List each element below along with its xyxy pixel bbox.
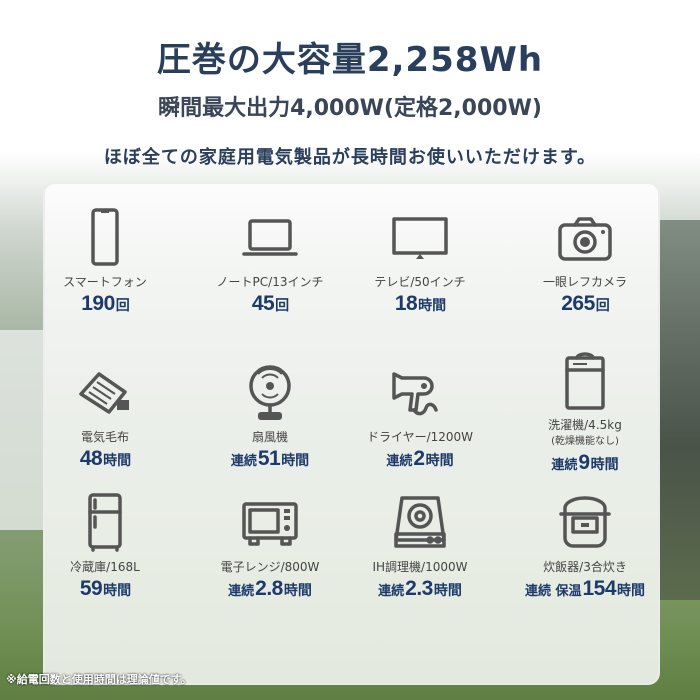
runtime-value: 連続9時間 xyxy=(505,451,665,475)
runtime-number: 190 xyxy=(81,292,115,315)
runtime-value: 連続 保温154時間 xyxy=(505,577,665,601)
appliance-item: テレビ/50インチ 18時間 xyxy=(340,207,500,316)
appliance-label: 洗濯機/4.5kg xyxy=(548,418,622,432)
runtime-number: 45 xyxy=(251,292,275,315)
runtime-unit: 回 xyxy=(115,298,130,314)
fan-icon xyxy=(190,362,350,422)
appliance-item: ノートPC/13インチ 45回 xyxy=(190,207,350,316)
ih-cooker-icon xyxy=(340,492,500,552)
runtime-unit: 時間 xyxy=(433,583,462,599)
hair-dryer-icon xyxy=(340,362,500,422)
electric-blanket-icon xyxy=(25,362,185,422)
runtime-prefix: 連続 xyxy=(378,584,405,599)
runtime-number: 18 xyxy=(394,292,418,315)
runtime-prefix: 連続 保温 xyxy=(524,584,582,599)
runtime-unit: 時間 xyxy=(103,583,132,599)
runtime-number: 48 xyxy=(79,447,103,470)
background-photo xyxy=(0,330,45,530)
appliance-item: 冷蔵庫/168L 59時間 xyxy=(25,492,185,601)
runtime-unit: 時間 xyxy=(281,453,310,469)
appliance-label: 扇風機 xyxy=(251,430,288,444)
appliance-item: スマートフォン 190回 xyxy=(25,207,185,316)
appliance-item: 電気毛布 48時間 xyxy=(25,362,185,471)
appliance-label: 一眼レフカメラ xyxy=(542,275,627,289)
appliance-label: ドライヤー/1200W xyxy=(366,430,474,444)
tv-icon xyxy=(340,207,500,267)
runtime-value: 連続2.3時間 xyxy=(340,577,500,601)
appliance-item: 炊飯器/3合炊き 連続 保温154時間 xyxy=(505,492,665,601)
runtime-unit: 時間 xyxy=(590,457,619,473)
appliance-item: 洗濯機/4.5kg (乾燥機能なし) 連続9時間 xyxy=(505,350,665,475)
runtime-number: 51 xyxy=(257,447,281,470)
appliance-label: IH調理機/1000W xyxy=(372,560,468,574)
appliance-item: IH調理機/1000W 連続2.3時間 xyxy=(340,492,500,601)
rice-cooker-icon xyxy=(505,492,665,552)
runtime-value: 190回 xyxy=(25,292,185,316)
appliance-label: 電気毛布 xyxy=(80,430,129,444)
runtime-number: 2.8 xyxy=(255,577,283,600)
runtime-value: 連続2.8時間 xyxy=(190,577,350,601)
runtime-prefix: 連続 xyxy=(551,458,578,473)
appliance-label: スマートフォン xyxy=(63,275,147,289)
headline: 圧巻の大容量2,258Wh xyxy=(156,40,544,80)
runtime-number: 265 xyxy=(561,292,595,315)
runtime-unit: 時間 xyxy=(617,583,646,599)
runtime-unit: 回 xyxy=(595,298,610,314)
appliance-label: 炊飯器/3合炊き xyxy=(543,560,627,574)
appliance-panel xyxy=(43,182,660,685)
appliance-label: 電子レンジ/800W xyxy=(220,560,320,574)
microwave-icon xyxy=(190,492,350,552)
runtime-unit: 時間 xyxy=(103,453,132,469)
runtime-value: 45回 xyxy=(190,292,350,316)
runtime-unit: 時間 xyxy=(418,298,447,314)
appliance-item: 電子レンジ/800W 連続2.8時間 xyxy=(190,492,350,601)
runtime-value: 265回 xyxy=(505,292,665,316)
appliance-note: (乾燥機能なし) xyxy=(551,436,619,447)
runtime-number: 9 xyxy=(578,451,590,474)
runtime-number: 154 xyxy=(582,577,617,600)
laptop-icon xyxy=(190,207,350,267)
background-lantern xyxy=(658,220,700,600)
runtime-prefix: 連続 xyxy=(386,454,413,469)
footnote: ※給電回数と使用時間は理論値です。 xyxy=(6,673,192,686)
appliance-label: テレビ/50インチ xyxy=(374,275,466,289)
runtime-value: 59時間 xyxy=(25,577,185,601)
runtime-value: 48時間 xyxy=(25,447,185,471)
runtime-value: 18時間 xyxy=(340,292,500,316)
appliance-item: ドライヤー/1200W 連続2時間 xyxy=(340,362,500,471)
runtime-number: 2.3 xyxy=(405,577,433,600)
washing-machine-icon xyxy=(505,350,665,410)
appliance-label: 冷蔵庫/168L xyxy=(70,560,140,574)
runtime-value: 連続2時間 xyxy=(340,447,500,471)
appliance-item: 扇風機 連続51時間 xyxy=(190,362,350,471)
appliance-item: 一眼レフカメラ 265回 xyxy=(505,207,665,316)
tagline: ほぼ全ての家庭用電気製品が長時間お使いいただけます。 xyxy=(103,147,597,168)
subheadline: 瞬間最大出力4,000W(定格2,000W) xyxy=(158,96,542,121)
runtime-number: 59 xyxy=(79,577,103,600)
runtime-value: 連続51時間 xyxy=(190,447,350,471)
camera-icon xyxy=(505,207,665,267)
runtime-unit: 回 xyxy=(275,298,290,314)
runtime-number: 2 xyxy=(413,447,425,470)
appliance-label: ノートPC/13インチ xyxy=(216,275,324,289)
runtime-unit: 時間 xyxy=(425,453,454,469)
refrigerator-icon xyxy=(25,492,185,552)
runtime-prefix: 連続 xyxy=(230,454,257,469)
runtime-unit: 時間 xyxy=(283,583,312,599)
smartphone-icon xyxy=(25,207,185,267)
runtime-prefix: 連続 xyxy=(228,584,255,599)
